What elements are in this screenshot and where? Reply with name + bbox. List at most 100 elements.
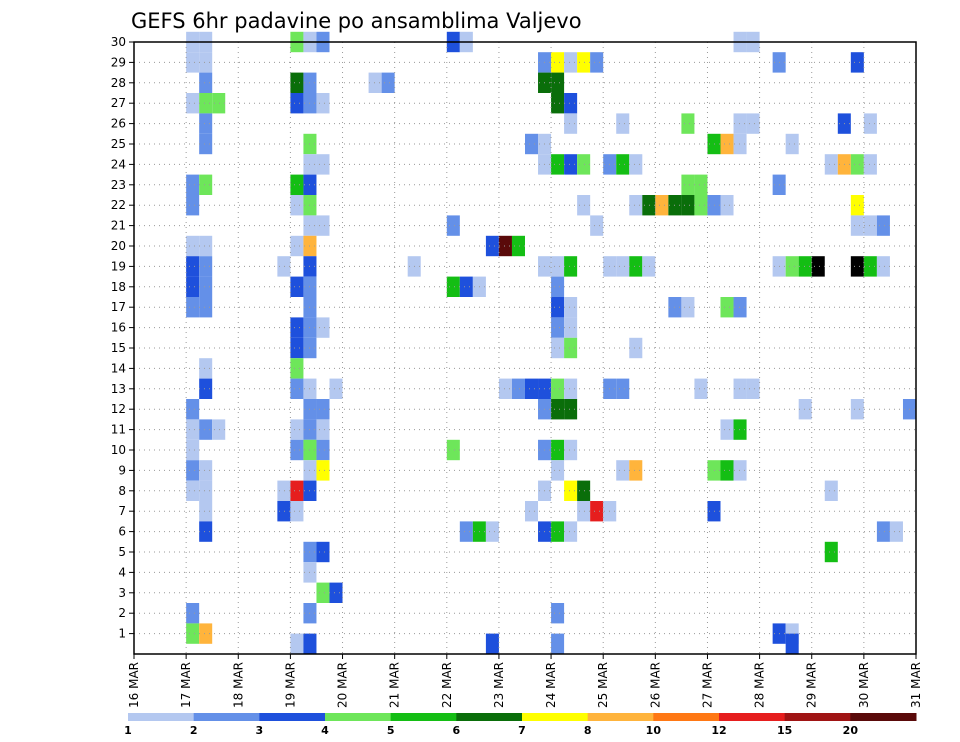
heatmap-cell: [199, 521, 213, 542]
colorbar-swatch: [390, 713, 457, 721]
heatmap-cell: [564, 378, 578, 399]
heatmap-cell: [720, 195, 734, 216]
heatmap-cell: [186, 276, 200, 297]
y-tick-label: 18: [111, 280, 126, 294]
heatmap-cell: [551, 256, 565, 277]
heatmap-cell: [199, 623, 213, 644]
heatmap-cell: [876, 215, 890, 236]
heatmap-cell: [186, 174, 200, 195]
colorbar-swatch: [719, 713, 786, 721]
y-tick-label: 27: [111, 96, 126, 110]
heatmap-cell: [316, 154, 330, 175]
heatmap-cell: [446, 439, 460, 461]
heatmap-cell: [785, 633, 799, 654]
heatmap-cell: [642, 256, 656, 277]
heatmap-cell: [577, 52, 591, 73]
heatmap-cell: [694, 195, 708, 216]
heatmap-cell: [303, 633, 317, 654]
colorbar-label: 5: [387, 724, 395, 737]
heatmap-cell: [629, 256, 643, 277]
y-tick-label: 25: [111, 137, 126, 151]
x-tick-label: 29 MAR: [805, 662, 819, 708]
y-tick-label: 8: [118, 484, 126, 498]
heatmap-cell: [863, 113, 877, 134]
y-tick-label: 5: [118, 545, 126, 559]
x-axis: 16 MAR 17 MAR 18 MAR 19 MAR 20 MAR 21 MAR 22 M…: [127, 654, 923, 708]
heatmap-cell: [681, 174, 695, 195]
heatmap-cell: [551, 337, 565, 359]
heatmap-cell: [511, 378, 525, 399]
heatmap-cell: [186, 480, 200, 501]
colorbar-label: 2: [190, 724, 198, 737]
heatmap-cell: [381, 72, 395, 93]
heatmap-cell: [824, 541, 838, 563]
colorbar-label: 7: [518, 724, 526, 737]
heatmap-cell: [850, 256, 864, 277]
heatmap-cell: [850, 52, 864, 73]
x-tick-label: 28 MAR: [753, 662, 767, 708]
y-tick-label: 20: [111, 239, 126, 253]
heatmap-cell: [186, 603, 200, 624]
heatmap-cell: [564, 256, 578, 277]
heatmap-cell: [186, 460, 200, 481]
heatmap-cell: [564, 317, 578, 338]
y-axis: 1234567891011121314151617181920212223242…: [111, 35, 134, 641]
heatmap-cell: [446, 215, 460, 236]
heatmap-cell: [290, 195, 304, 216]
colorbar-label: 3: [256, 724, 264, 737]
heatmap-cell: [199, 113, 213, 134]
heatmap-cell: [316, 460, 330, 481]
heatmap-cell: [824, 480, 838, 501]
heatmap-cell: [551, 276, 565, 297]
heatmap-cell: [616, 378, 630, 399]
heatmap-cell: [329, 378, 343, 399]
heatmap-cell: [186, 399, 200, 420]
x-tick-label: 30 MAR: [857, 662, 871, 708]
heatmap-cell: [655, 195, 669, 216]
heatmap-cell: [733, 297, 747, 318]
x-tick-label: 23 MAR: [492, 662, 506, 708]
heatmap-cell: [316, 215, 330, 236]
heatmap-cell: [290, 480, 304, 501]
grid-lines: [134, 41, 916, 654]
heatmap-cell: [277, 480, 291, 501]
heatmap-cell: [186, 439, 200, 461]
heatmap-cell: [798, 399, 812, 420]
heatmap-cell: [199, 378, 213, 399]
heatmap-cell: [329, 582, 343, 603]
heatmap-cell: [629, 337, 643, 359]
heatmap-cell: [863, 154, 877, 175]
heatmap-cell: [681, 195, 695, 216]
heatmap-cell: [551, 154, 565, 175]
heatmap-cell: [290, 235, 304, 257]
heatmap-cell: [290, 276, 304, 297]
heatmap-cell: [199, 72, 213, 93]
colorbar-label: 8: [584, 724, 592, 737]
heatmap-cell: [199, 460, 213, 481]
x-tick-label: 27 MAR: [700, 662, 714, 708]
heatmap-cell: [459, 276, 473, 297]
colorbar-label: 4: [321, 724, 329, 737]
heatmap-cell: [277, 256, 291, 277]
y-tick-label: 17: [111, 300, 126, 314]
x-tick-label: 16 MAR: [127, 662, 141, 708]
heatmap-cell: [733, 419, 747, 440]
y-tick-label: 26: [111, 117, 126, 131]
y-tick-label: 30: [111, 35, 126, 49]
heatmap-cell: [459, 521, 473, 542]
heatmap-cell: [290, 358, 304, 379]
heatmap-cell: [368, 72, 382, 93]
heatmap-cell: [525, 378, 539, 399]
colorbar-label: 1: [124, 724, 132, 737]
heatmap-cell: [694, 174, 708, 195]
y-tick-label: 21: [111, 219, 126, 233]
heatmap-cell: [850, 154, 864, 175]
colorbar-swatch: [653, 713, 720, 721]
colorbar-swatch: [522, 713, 589, 721]
heatmap-cell: [785, 256, 799, 277]
heatmap-cell: [551, 439, 565, 461]
heatmap-cell: [707, 460, 721, 481]
heatmap-cell: [564, 297, 578, 318]
y-tick-label: 10: [111, 443, 126, 457]
heatmap-cell: [577, 480, 591, 501]
